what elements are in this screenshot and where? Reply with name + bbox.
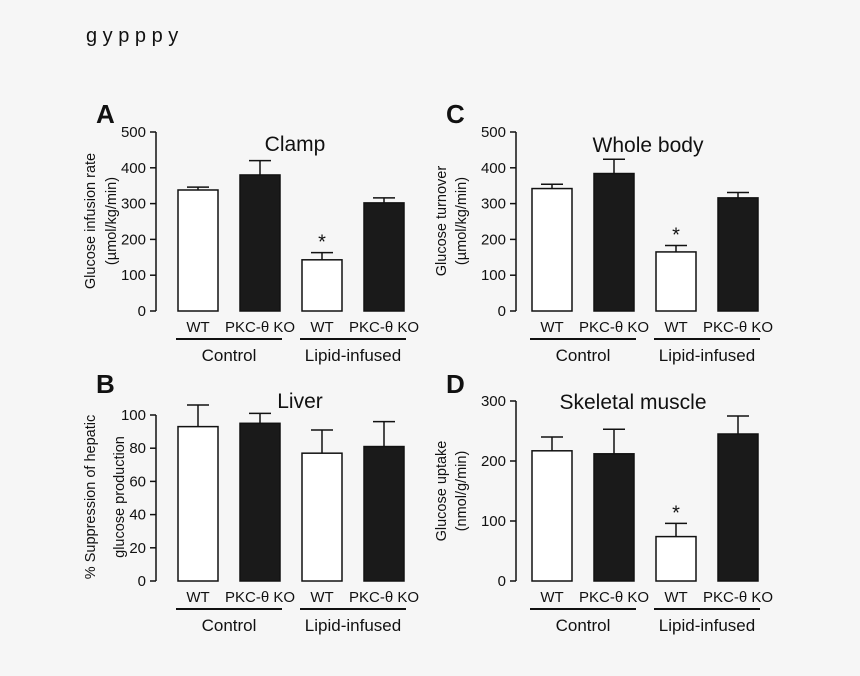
y-axis-label: (µmol/kg/min) [454,177,470,265]
bar [655,535,697,582]
panel-B: B Liver 0 20 40 60 80 100 % Suppression of hepat… [83,369,419,635]
y-tick-label: 200 [481,453,506,470]
bar [301,259,343,312]
x-category-label: WT [664,319,687,336]
y-axis-label: Glucose uptake [434,441,450,542]
bar [655,251,697,312]
y-axis-label: Glucose infusion rate [83,153,99,289]
chart-title: Whole body [593,134,704,157]
bar [531,450,573,582]
bar [363,445,405,582]
y-tick-label: 100 [481,513,506,530]
x-category-label: WT [186,319,209,336]
group-label: Lipid-infused [659,616,755,635]
panel-letter: B [96,369,115,399]
bar [363,202,405,312]
significance-marker: * [318,232,326,254]
y-axis-label: (nmol/g/min) [454,451,470,532]
bar [717,433,759,582]
bar [301,452,343,582]
x-category-label: PKC-θ KO [579,319,649,336]
y-tick-label: 0 [498,573,506,590]
significance-marker: * [672,224,680,246]
y-tick-label: 0 [138,573,146,590]
panel-letter: C [446,99,465,129]
group-label: Control [556,616,611,635]
y-tick-label: 100 [481,267,506,284]
chart-title: Skeletal muscle [559,391,706,414]
y-axis-label: % Suppression of hepatic [83,415,99,579]
bar [239,174,281,312]
y-tick-label: 20 [129,540,146,557]
group-label: Control [202,346,257,365]
y-tick-label: 300 [481,393,506,410]
x-category-label: PKC-θ KO [349,319,419,336]
bar [239,422,281,582]
panel-D: D Skeletal muscle 0 100 200 300 Glucose uptake… [434,369,773,635]
y-tick-label: 400 [121,160,146,177]
x-category-label: WT [310,589,333,606]
group-label: Lipid-infused [305,616,401,635]
bar [593,453,635,582]
y-tick-label: 40 [129,507,146,524]
bar [531,187,573,312]
y-axis-label: glucose production [112,436,128,558]
x-category-label: PKC-θ KO [579,589,649,606]
chart-title: Liver [277,390,323,413]
y-tick-label: 500 [481,124,506,141]
y-tick-label: 300 [481,196,506,213]
x-category-label: PKC-θ KO [225,589,295,606]
y-axis-label: Glucose turnover [434,166,450,277]
y-tick-label: 200 [481,231,506,248]
y-tick-label: 500 [121,124,146,141]
chart-title: Clamp [265,133,326,156]
group-label: Control [202,616,257,635]
y-axis-label: (µmol/kg/min) [104,177,120,265]
caption-fragment: g y p p p y [86,25,178,47]
significance-marker: * [672,502,680,524]
panel-C: C Whole body 0 100 200 300 400 500 Glucose turno… [434,99,773,365]
bar [593,172,635,312]
group-label: Lipid-infused [305,346,401,365]
x-category-label: WT [310,319,333,336]
panel-letter: A [96,99,115,129]
y-tick-label: 100 [121,407,146,424]
y-tick-label: 0 [138,303,146,320]
bar [177,425,219,582]
panel-letter: D [446,369,465,399]
x-category-label: PKC-θ KO [225,319,295,336]
x-category-label: PKC-θ KO [703,319,773,336]
x-category-label: PKC-θ KO [703,589,773,606]
group-label: Lipid-infused [659,346,755,365]
y-tick-label: 300 [121,196,146,213]
group-label: Control [556,346,611,365]
bar [177,189,219,312]
panel-A: A Clamp 0 100 200 300 400 500 Glucose infusion r… [83,99,419,365]
x-category-label: WT [664,589,687,606]
x-category-label: WT [186,589,209,606]
y-tick-label: 100 [121,267,146,284]
y-tick-label: 60 [129,473,146,490]
x-category-label: PKC-θ KO [349,589,419,606]
y-tick-label: 400 [481,160,506,177]
x-category-label: WT [540,589,563,606]
y-tick-label: 200 [121,231,146,248]
bar [717,197,759,312]
x-category-label: WT [540,319,563,336]
y-tick-label: 0 [498,303,506,320]
y-tick-label: 80 [129,440,146,457]
